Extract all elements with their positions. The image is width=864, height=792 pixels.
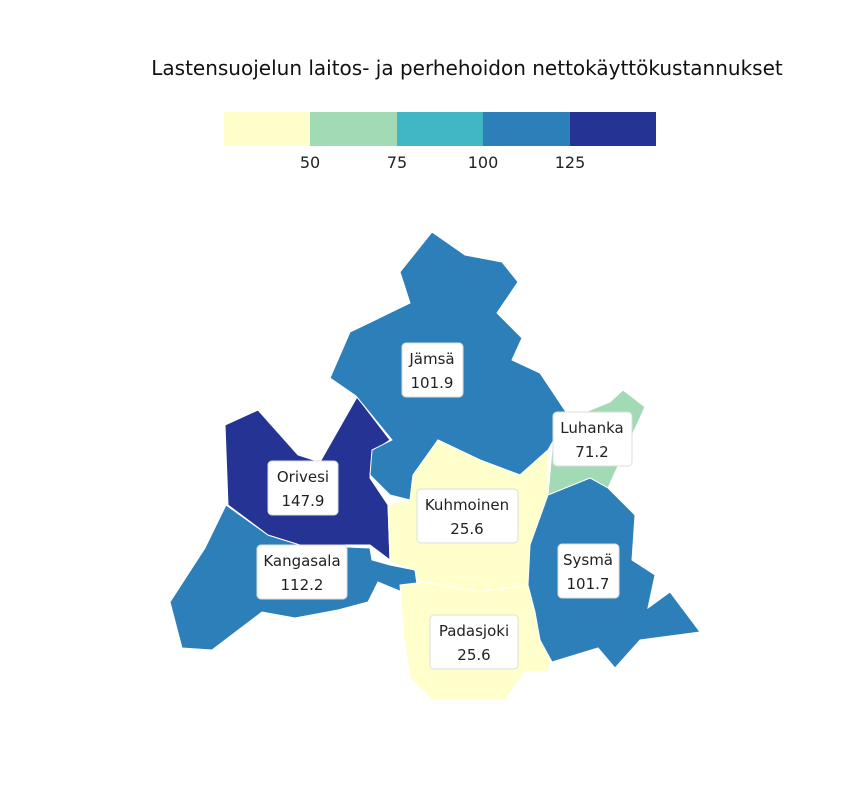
legend-tick-75: 75 bbox=[386, 153, 408, 172]
label-orivesi: Orivesi 147.9 bbox=[267, 460, 339, 516]
label-orivesi-name: Orivesi bbox=[277, 468, 329, 486]
label-padasjoki: Padasjoki 25.6 bbox=[429, 614, 519, 670]
legend-swatch-2 bbox=[310, 112, 397, 146]
label-orivesi-value: 147.9 bbox=[282, 492, 325, 510]
label-kangasala-value: 112.2 bbox=[281, 576, 324, 594]
legend-swatch-4 bbox=[483, 112, 570, 146]
label-kuhmoinen-value: 25.6 bbox=[450, 520, 483, 538]
label-kuhmoinen-name: Kuhmoinen bbox=[425, 496, 509, 514]
label-sysma-value: 101.7 bbox=[567, 575, 610, 593]
legend-swatch-3 bbox=[396, 112, 484, 146]
label-sysma: Sysmä 101.7 bbox=[557, 543, 620, 599]
label-kangasala-name: Kangasala bbox=[263, 552, 340, 570]
label-padasjoki-value: 25.6 bbox=[457, 646, 490, 664]
label-luhanka-value: 71.2 bbox=[575, 443, 608, 461]
label-jamsa-value: 101.9 bbox=[411, 374, 454, 392]
label-luhanka: Luhanka 71.2 bbox=[552, 411, 633, 467]
legend-tick-50: 50 bbox=[299, 153, 321, 172]
color-legend bbox=[224, 112, 657, 146]
legend-tick-100: 100 bbox=[467, 153, 499, 172]
label-kuhmoinen: Kuhmoinen 25.6 bbox=[416, 488, 519, 544]
label-padasjoki-name: Padasjoki bbox=[439, 622, 509, 640]
label-jamsa-name: Jämsä bbox=[408, 350, 454, 368]
label-luhanka-name: Luhanka bbox=[560, 419, 623, 437]
legend-swatch-5 bbox=[569, 112, 657, 146]
legend-tick-125: 125 bbox=[554, 153, 586, 172]
label-kangasala: Kangasala 112.2 bbox=[256, 544, 348, 600]
legend-swatch-1 bbox=[224, 112, 311, 146]
label-jamsa: Jämsä 101.9 bbox=[401, 342, 464, 398]
label-sysma-name: Sysmä bbox=[563, 551, 613, 569]
map-title: Lastensuojelun laitos- ja perhehoidon ne… bbox=[151, 56, 783, 80]
